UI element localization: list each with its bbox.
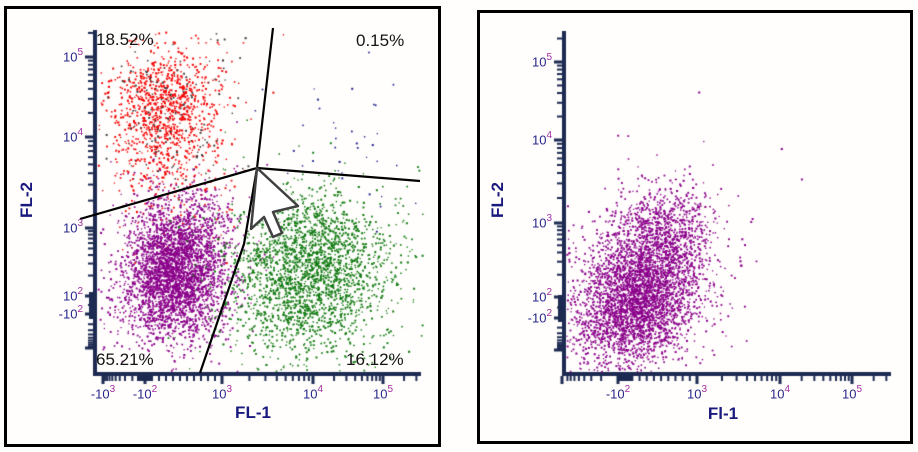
y-tick-label: 104 xyxy=(62,127,83,145)
x-tick-label: -102 xyxy=(132,384,158,402)
x-tick-label: 103 xyxy=(211,384,233,402)
y-tick-label: 105 xyxy=(62,47,83,65)
left-plot-x-axis-title: FL-1 xyxy=(235,403,271,422)
percent-lower-left: 65.21% xyxy=(96,350,154,369)
y-tick-label: 102 xyxy=(531,287,552,305)
y-tick-label: 103 xyxy=(531,213,552,231)
right-plot-x-axis-title: Fl-1 xyxy=(707,404,739,423)
x-tick-label: 103 xyxy=(686,384,708,402)
left-plot-panel-border xyxy=(4,6,441,447)
x-tick-label: -102 xyxy=(605,384,631,402)
percent-lower-right: 16.12% xyxy=(346,350,404,369)
y-tick-label: 102 xyxy=(62,286,83,304)
right-plot-y-axis-title: FL-2 xyxy=(488,182,507,218)
x-tick-label: -103 xyxy=(90,384,116,402)
percent-upper-right: 0.15% xyxy=(356,31,405,50)
y-tick-label: 103 xyxy=(62,218,83,236)
y-tick-label: -102 xyxy=(527,308,552,326)
y-tick-label: 105 xyxy=(531,52,552,70)
x-tick-label: 104 xyxy=(302,384,324,402)
left-plot-y-axis-title: FL-2 xyxy=(17,182,36,218)
x-tick-label: 104 xyxy=(769,384,791,402)
x-tick-label: 105 xyxy=(841,384,863,402)
y-tick-label: -102 xyxy=(58,304,83,322)
x-tick-label: 105 xyxy=(372,384,394,402)
right-plot-panel-border xyxy=(477,10,913,444)
y-tick-label: 104 xyxy=(531,130,552,148)
percent-upper-left: 18.52% xyxy=(96,30,154,49)
